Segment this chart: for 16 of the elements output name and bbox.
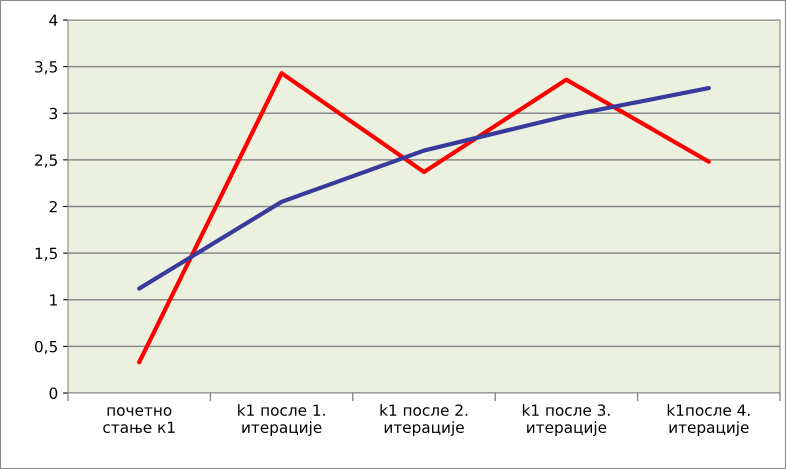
x-tick-label: k1 после 3. итерације (522, 404, 610, 436)
line-series (137, 86, 711, 291)
y-tick-label: 0 (50, 387, 58, 400)
y-tick-label: 2,5 (35, 154, 57, 168)
x-tick-label: k1 после 2. итерације (380, 404, 468, 436)
y-tick-label: 2 (50, 200, 57, 212)
y-tick-label: 3,5 (35, 61, 57, 74)
x-tick-label: почетно стање к1 (103, 407, 175, 434)
y-tick-label: 4 (49, 14, 58, 26)
y-tick-label: 1 (50, 294, 57, 306)
y-tick-label: 3 (50, 108, 58, 120)
line-series (137, 71, 711, 364)
y-tick-label: 1,5 (36, 248, 57, 261)
x-tick-label: k1 после 1. итерације (238, 404, 325, 436)
y-tick-label: 0,5 (34, 340, 57, 354)
x-tick-label: k1после 4. итерације (668, 404, 750, 436)
